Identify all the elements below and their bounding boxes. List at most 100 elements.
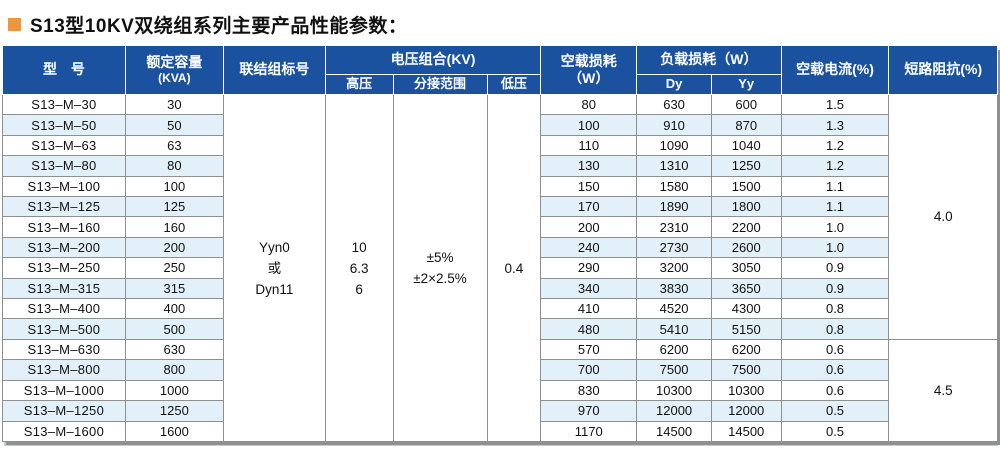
header-high-voltage: 高压	[324, 74, 394, 95]
model-cell: S13–M–100	[2, 175, 126, 198]
header-rated-capacity: 额定容量 (KVA)	[124, 45, 224, 95]
rated-capacity-cell: 30	[124, 93, 224, 116]
no-load-current-cell: 1.3	[780, 114, 890, 136]
load-loss-dy-cell: 1580	[636, 175, 712, 198]
load-loss-dy-cell: 2730	[636, 236, 712, 259]
no-load-current-cell: 0.6	[780, 359, 890, 381]
no-load-current-cell: 1.2	[780, 134, 890, 157]
tap-range-cell: ±5% ±2×2.5%	[392, 94, 488, 442]
low-voltage-cell: 0.4	[486, 94, 542, 442]
no-load-current-cell: 0.6	[780, 338, 890, 361]
load-loss-yy-cell: 3050	[710, 257, 782, 279]
no-load-current-cell: 0.5	[780, 420, 890, 442]
no-load-loss-cell: 80	[540, 93, 638, 116]
load-loss-dy-cell: 910	[636, 114, 712, 136]
load-loss-yy-cell: 10300	[710, 379, 782, 402]
header-no-load-loss-line1: 空载损耗	[560, 52, 617, 69]
load-loss-yy-cell: 7500	[710, 359, 782, 381]
product-parameters-table: 型 号 额定容量 (KVA) 联结组标号 电压组合(KV) 空载损耗 （W） 负…	[2, 45, 998, 443]
model-cell: S13–M–1000	[2, 379, 126, 402]
no-load-current-cell: 1.0	[780, 216, 890, 238]
no-load-current-cell: 1.0	[780, 236, 890, 259]
no-load-current-cell: 0.5	[780, 400, 890, 422]
no-load-loss-cell: 570	[540, 338, 638, 361]
load-loss-yy-cell: 14500	[710, 420, 782, 442]
table-row: S13–M–1600 1600 1170 14500 14500 0.5	[2, 420, 998, 442]
header-yy: Yy	[710, 74, 782, 95]
load-loss-dy-cell: 12000	[636, 400, 712, 422]
no-load-loss-cell: 170	[540, 196, 638, 218]
no-load-current-cell: 1.2	[780, 155, 890, 177]
no-load-current-cell: 0.9	[780, 257, 890, 279]
table-row: S13–M–125 125 170 1890 1800 1.1	[2, 196, 998, 218]
rated-capacity-cell: 80	[124, 155, 224, 177]
header-row-2: 高压 分接范围 低压 Dy Yy	[3, 74, 998, 95]
no-load-loss-cell: 830	[540, 379, 638, 402]
load-loss-dy-cell: 1890	[636, 196, 712, 218]
load-loss-dy-cell: 3200	[636, 257, 712, 279]
model-cell: S13–M–1600	[2, 420, 126, 442]
no-load-loss-cell: 110	[540, 134, 638, 157]
no-load-loss-cell: 340	[540, 277, 638, 300]
load-loss-dy-cell: 1090	[636, 134, 712, 157]
high-voltage-cell: 10 6.3 6	[324, 94, 394, 442]
header-low-voltage: 低压	[486, 74, 542, 95]
table-row: S13–M–800 800 700 7500 7500 0.6	[2, 359, 998, 381]
header-model: 型 号	[2, 45, 126, 95]
no-load-loss-cell: 970	[540, 400, 638, 422]
header-voltage-combination: 电压组合(KV)	[324, 45, 542, 75]
load-loss-yy-cell: 2600	[710, 236, 782, 259]
load-loss-dy-cell: 3830	[636, 277, 712, 300]
load-loss-dy-cell: 5410	[636, 318, 712, 340]
short-circuit-impedance-cell: 4.0	[888, 94, 998, 340]
rated-capacity-cell: 125	[124, 196, 224, 218]
table-body: S13–M–30 30 Yyn0 或 Dyn11 10 6.3 6 ±5% ±2×2.5% 0.4 8…	[2, 93, 998, 443]
table-row: S13–M–1000 1000 830 10300 10300 0.6	[2, 379, 998, 402]
model-cell: S13–M–160	[2, 216, 126, 238]
model-cell: S13–M–800	[2, 359, 126, 381]
load-loss-dy-cell: 630	[636, 93, 712, 116]
load-loss-yy-cell: 870	[710, 114, 782, 136]
header-tap-range: 分接范围	[392, 74, 488, 95]
load-loss-dy-cell: 10300	[636, 379, 712, 402]
rated-capacity-cell: 630	[124, 338, 224, 361]
page-title: S13型10KV双绕组系列主要产品性能参数：	[30, 16, 408, 37]
no-load-loss-cell: 150	[540, 175, 638, 198]
load-loss-yy-cell: 6200	[710, 338, 782, 361]
table-row: S13–M–80 80 130 1310 1250 1.2	[2, 155, 998, 177]
load-loss-dy-cell: 1310	[636, 155, 712, 177]
table-row: S13–M–200 200 240 2730 2600 1.0	[2, 236, 998, 259]
header-row-1: 型 号 额定容量 (KVA) 联结组标号 电压组合(KV) 空载损耗 （W） 负…	[2, 45, 998, 95]
header-no-load-loss: 空载损耗 （W）	[540, 45, 638, 95]
header-rated-capacity-line2: (KVA)	[158, 71, 191, 86]
model-cell: S13–M–200	[2, 236, 126, 259]
table-row: S13–M–1250 1250 970 12000 12000 0.5	[2, 400, 998, 422]
no-load-current-cell: 0.6	[780, 379, 890, 402]
rated-capacity-cell: 63	[124, 134, 224, 157]
table-row: S13–M–160 160 200 2310 2200 1.0	[2, 216, 998, 238]
load-loss-yy-cell: 4300	[710, 298, 782, 320]
load-loss-yy-cell: 2200	[710, 216, 782, 238]
table-row: S13–M–63 63 110 1090 1040 1.2	[2, 134, 998, 157]
header-no-load-loss-line2: （W）	[568, 70, 610, 86]
load-loss-yy-cell: 1800	[710, 196, 782, 218]
table-row: S13–M–100 100 150 1580 1500 1.1	[2, 175, 998, 198]
model-cell: S13–M–250	[2, 257, 126, 279]
table-row: S13–M–315 315 340 3830 3650 0.9	[2, 277, 998, 300]
rated-capacity-cell: 100	[124, 175, 224, 198]
no-load-current-cell: 0.8	[780, 318, 890, 340]
table-row: S13–M–250 250 290 3200 3050 0.9	[2, 257, 998, 279]
model-cell: S13–M–80	[2, 155, 126, 177]
table-row: S13–M–500 500 480 5410 5150 0.8	[2, 318, 998, 340]
table-header: 型 号 额定容量 (KVA) 联结组标号 电压组合(KV) 空载损耗 （W） 负…	[2, 45, 998, 95]
model-cell: S13–M–30	[2, 93, 126, 116]
load-loss-dy-cell: 6200	[636, 338, 712, 361]
short-circuit-impedance-cell: 4.5	[888, 338, 998, 443]
load-loss-yy-cell: 5150	[710, 318, 782, 340]
rated-capacity-cell: 1250	[124, 400, 224, 422]
model-cell: S13–M–315	[2, 277, 126, 300]
load-loss-dy-cell: 2310	[636, 216, 712, 238]
load-loss-yy-cell: 1500	[710, 175, 782, 198]
header-dy: Dy	[636, 74, 712, 95]
rated-capacity-cell: 315	[124, 277, 224, 300]
